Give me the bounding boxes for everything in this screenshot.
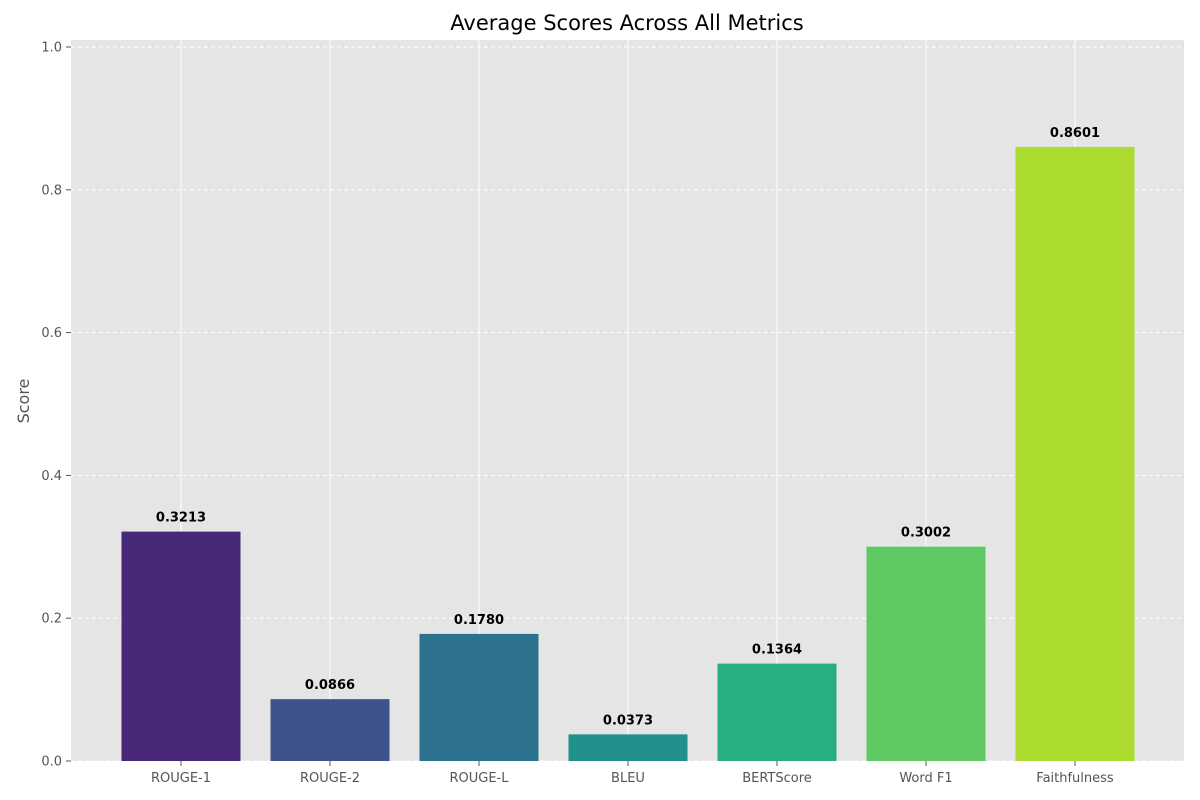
grid-lines xyxy=(71,40,1184,762)
y-axis-ticks: 0.0 0.2 0.4 0.6 0.8 1.0 xyxy=(41,41,71,770)
x-tick-label: ROUGE-1 xyxy=(151,771,211,786)
y-tick-label: 0.0 xyxy=(41,755,62,770)
y-tick-label: 0.2 xyxy=(41,612,62,627)
bar-value-label: 0.0373 xyxy=(603,713,653,728)
bar xyxy=(717,663,837,761)
bar-value-label: 0.1364 xyxy=(752,643,802,658)
y-tick-label: 0.8 xyxy=(41,183,62,198)
bar xyxy=(121,531,241,761)
y-axis-label: Score xyxy=(14,379,33,424)
x-tick-label: ROUGE-2 xyxy=(300,771,360,786)
bar xyxy=(568,734,688,761)
x-tick-label: BERTScore xyxy=(742,771,812,786)
bar xyxy=(1015,146,1135,761)
bar-value-label: 0.8601 xyxy=(1050,126,1100,141)
bar-value-label: 0.0866 xyxy=(305,678,355,693)
bar xyxy=(419,633,539,761)
x-tick-label: ROUGE-L xyxy=(449,771,509,786)
x-tick-label: BLEU xyxy=(611,771,645,786)
bar-value-label: 0.3213 xyxy=(156,511,206,526)
bar-value-label: 0.1780 xyxy=(454,613,504,628)
chart-title: Average Scores Across All Metrics xyxy=(450,11,803,35)
bar xyxy=(270,699,390,761)
y-tick-label: 0.6 xyxy=(41,326,62,341)
x-tick-label: Word F1 xyxy=(899,771,952,786)
x-axis-ticks: ROUGE-1 ROUGE-2 ROUGE-L BLEU BERTScore Word F… xyxy=(151,761,1114,786)
value-labels: 0.3213 0.0866 0.1780 0.0373 0.1364 0.3002 0.86… xyxy=(156,126,1100,728)
y-tick-label: 0.4 xyxy=(41,469,62,484)
bars xyxy=(121,146,1135,761)
x-tick-label: Faithfulness xyxy=(1036,771,1114,786)
bar-value-label: 0.3002 xyxy=(901,526,951,541)
bar xyxy=(866,546,986,761)
y-tick-label: 1.0 xyxy=(41,41,62,56)
